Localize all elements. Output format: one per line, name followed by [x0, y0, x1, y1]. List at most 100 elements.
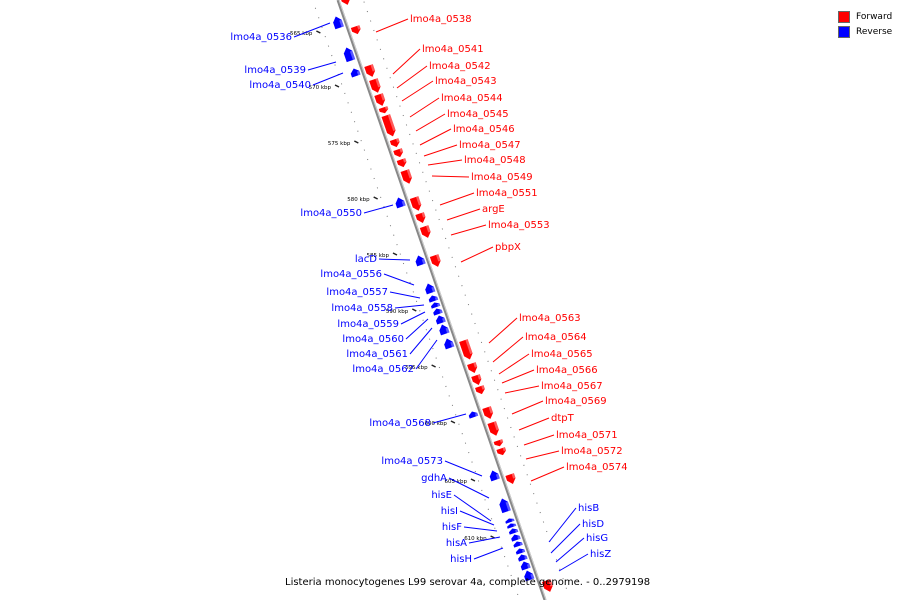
gene-arrow: [415, 255, 426, 267]
tick-mark: [431, 364, 436, 368]
gene-shine: [431, 286, 436, 293]
gene-arrow: [505, 473, 516, 485]
gene-shine: [421, 212, 426, 218]
tick-label: 580 kbp: [347, 197, 370, 203]
legend: Forward Reverse: [838, 9, 892, 39]
gene-block: [409, 196, 422, 211]
gene-shine: [370, 64, 376, 72]
gene-block: [541, 579, 553, 592]
gene-shine: [349, 50, 356, 61]
gene-label: lmo4a_0539: [244, 65, 306, 76]
leader-line: [439, 192, 475, 206]
gene-arrow: [511, 534, 521, 542]
gene-block: [444, 338, 455, 350]
gene-shine: [384, 106, 389, 110]
forward-swatch: [838, 10, 850, 23]
leader-line: [383, 273, 415, 286]
leader-line: [389, 291, 421, 299]
gene-shine: [406, 169, 412, 179]
gene-arrow: [419, 225, 431, 238]
gene-shine: [421, 258, 426, 265]
tick-mark: [373, 196, 378, 200]
leader-line: [448, 477, 490, 499]
gene-shine: [415, 196, 422, 206]
gene-shine: [477, 374, 482, 380]
leader-line: [463, 526, 498, 532]
gene-block: [507, 523, 517, 529]
gene-label: lmo4a_0547: [459, 140, 521, 151]
gene-shine: [548, 579, 553, 587]
gene-label: lmo4a_0562: [352, 364, 414, 375]
gene-block: [378, 106, 389, 114]
legend-forward: Forward: [838, 9, 892, 24]
gene-block: [343, 47, 356, 63]
gene-shine: [474, 412, 479, 417]
gene-label: hisF: [442, 522, 462, 533]
reverse-swatch: [838, 25, 850, 38]
gene-arrow: [369, 78, 381, 93]
gene-label: lmo4a_0542: [429, 61, 491, 72]
tick-label: 600 kbp: [425, 421, 448, 427]
gene-arrow: [364, 64, 376, 77]
leader-line: [548, 507, 577, 543]
gene-arrow: [429, 254, 441, 267]
gene-block: [369, 78, 381, 93]
leader-line: [530, 466, 565, 482]
gene-shine: [356, 70, 361, 76]
leader-line: [446, 208, 481, 221]
genome-caption: Listeria monocytogenes L99 serovar 4a, c…: [285, 577, 651, 588]
gene-label: lmo4a_0543: [435, 76, 497, 87]
tick-label: 590 kbp: [386, 309, 409, 315]
gene-block: [400, 169, 412, 184]
tick-mark: [411, 308, 417, 312]
gene-shine: [493, 421, 499, 431]
tick-label: 585 kbp: [367, 253, 390, 259]
gene-shine: [445, 327, 450, 334]
gene-shine: [499, 439, 504, 443]
tick-mark: [450, 420, 456, 424]
gene-block: [415, 212, 426, 224]
gene-label: lmo4a_0548: [464, 155, 526, 166]
gene-shine: [502, 447, 507, 452]
tick-mark: [353, 140, 359, 144]
gene-label: lmo4a_0550: [300, 208, 362, 219]
gene-shine: [339, 19, 344, 28]
gene-block: [430, 302, 441, 309]
gene-label: lmo4a_0561: [346, 349, 408, 360]
leader-line: [363, 204, 394, 214]
gene-arrow: [400, 169, 412, 184]
gene-arrow: [381, 114, 396, 137]
gene-arrow: [489, 470, 500, 482]
gene-arrow: [339, 0, 351, 5]
gene-shine: [513, 523, 517, 527]
tick-mark: [334, 84, 340, 88]
gene-shine: [517, 535, 521, 540]
gene-arrow: [389, 138, 400, 148]
gene-block: [435, 315, 446, 325]
gene-arrow: [350, 68, 361, 78]
gene-block: [339, 0, 351, 5]
gene-shine: [375, 78, 381, 88]
gene-label: hisB: [578, 503, 599, 514]
gene-arrow: [505, 518, 515, 524]
gene-shine: [521, 549, 526, 553]
gene-block: [496, 447, 507, 456]
leader-line: [518, 417, 550, 431]
gene-block: [518, 554, 528, 562]
reverse-label: Reverse: [856, 26, 893, 37]
gene-arrow: [468, 411, 479, 419]
gene-label: lmo4a_0546: [453, 124, 515, 135]
leader-line: [473, 547, 504, 560]
gene-arrow: [343, 47, 356, 63]
gene-shine: [473, 362, 478, 368]
leader-line: [307, 61, 337, 71]
gene-label: lmo4a_0551: [476, 188, 538, 199]
gene-block: [508, 528, 519, 535]
gene-block: [374, 93, 386, 106]
leader-line: [423, 144, 458, 157]
gene-label: hisZ: [590, 549, 611, 560]
gene-block: [433, 308, 443, 316]
gene-shine: [380, 93, 386, 101]
leader-line: [400, 311, 426, 325]
gene-label: lmo4a_0564: [525, 332, 587, 343]
